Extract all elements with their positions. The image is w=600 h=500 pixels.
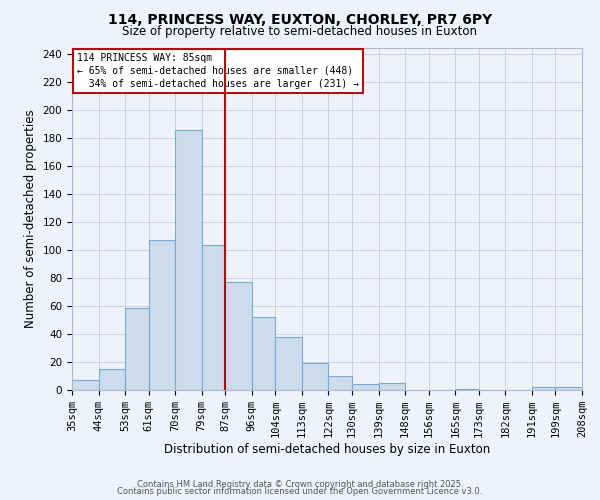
Text: Size of property relative to semi-detached houses in Euxton: Size of property relative to semi-detach… [122, 25, 478, 38]
Bar [352, 384, 379, 390]
Bar [275, 337, 302, 390]
Bar [175, 130, 202, 390]
Text: Contains public sector information licensed under the Open Government Licence v3: Contains public sector information licen… [118, 487, 482, 496]
Y-axis label: Number of semi-detached properties: Number of semi-detached properties [24, 110, 37, 328]
Text: 114 PRINCESS WAY: 85sqm
← 65% of semi-detached houses are smaller (448)
  34% of: 114 PRINCESS WAY: 85sqm ← 65% of semi-de… [77, 52, 359, 89]
Bar [302, 364, 328, 390]
Bar [125, 308, 149, 390]
Bar [149, 240, 175, 390]
Bar [328, 376, 352, 390]
Bar [532, 387, 556, 390]
Text: 114, PRINCESS WAY, EUXTON, CHORLEY, PR7 6PY: 114, PRINCESS WAY, EUXTON, CHORLEY, PR7 … [108, 12, 492, 26]
Bar [379, 383, 405, 390]
Bar [98, 369, 125, 390]
Bar [556, 387, 582, 390]
Bar [455, 388, 479, 390]
Text: Contains HM Land Registry data © Crown copyright and database right 2025.: Contains HM Land Registry data © Crown c… [137, 480, 463, 489]
Bar [202, 244, 225, 390]
Bar [72, 380, 98, 390]
X-axis label: Distribution of semi-detached houses by size in Euxton: Distribution of semi-detached houses by … [164, 443, 490, 456]
Bar [252, 318, 275, 390]
Bar [225, 282, 252, 390]
